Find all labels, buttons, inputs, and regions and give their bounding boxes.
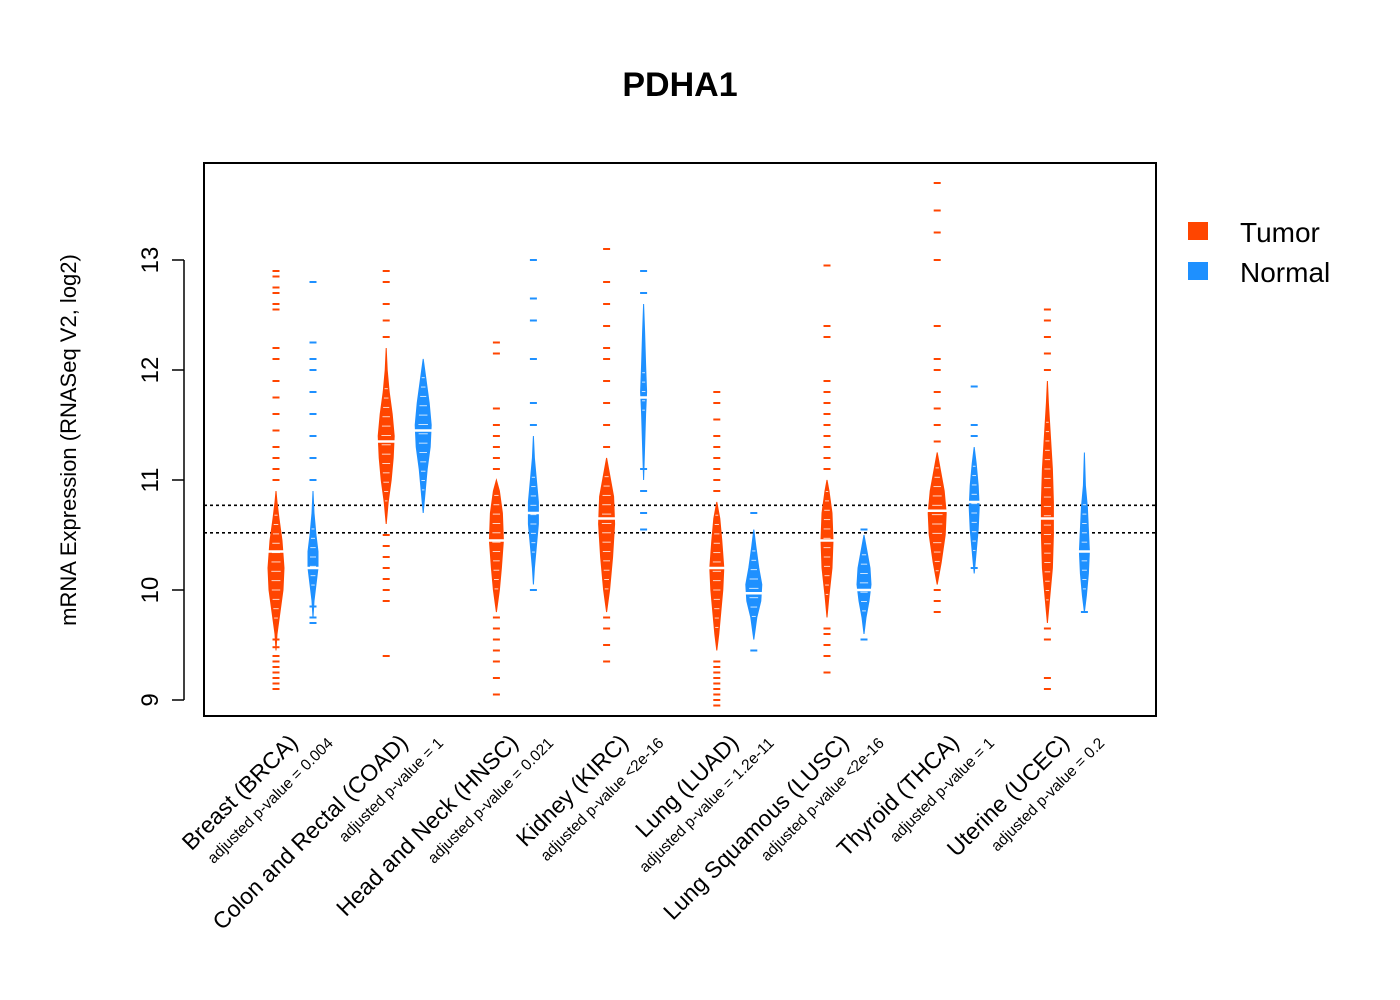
normal-1-bean xyxy=(413,358,434,514)
tumor-5-bean-body xyxy=(820,479,834,618)
tumor-2-bean-body xyxy=(488,478,504,613)
tumor-2-bean xyxy=(486,341,507,696)
normal-7-bean-body xyxy=(1078,452,1090,613)
legend-label-normal: Normal xyxy=(1240,257,1330,288)
tumor-5-bean xyxy=(817,264,837,674)
y-tick-label: 13 xyxy=(137,247,164,274)
tumor-1-bean-body xyxy=(377,347,395,525)
tumor-7-bean xyxy=(1037,308,1058,690)
legend-label-tumor: Tumor xyxy=(1240,217,1320,248)
normal-4-bean-body xyxy=(745,529,763,640)
legend-swatch-tumor xyxy=(1188,222,1208,240)
normal-2-bean xyxy=(523,259,544,591)
tumor-3-bean-body xyxy=(598,457,616,613)
y-tick-label: 12 xyxy=(137,357,164,384)
normal-0-bean xyxy=(303,281,323,624)
tumor-3-bean xyxy=(596,248,617,663)
legend: Tumor Normal xyxy=(1188,217,1330,288)
normal-3-bean xyxy=(633,270,654,531)
x-axis-labels: Breast (BRCA)adjusted p-value = 0.004Col… xyxy=(177,729,1109,934)
normal-7-bean xyxy=(1074,452,1095,613)
legend-swatch-normal xyxy=(1188,262,1208,280)
tumor-7-bean-body xyxy=(1040,380,1054,624)
tumor-6-bean-body xyxy=(927,452,947,585)
tumor-0-bean xyxy=(266,270,286,690)
y-axis-label: mRNA Expression (RNASeq V2, log2) xyxy=(56,254,81,626)
y-axis: 9 10 11 12 13 xyxy=(137,247,185,707)
y-tick-label: 11 xyxy=(137,468,164,493)
plot-frame xyxy=(203,162,1157,717)
tumor-4-bean-body xyxy=(709,501,725,651)
normal-0-bean-body xyxy=(307,490,319,618)
tumor-1-bean xyxy=(376,270,397,657)
chart-title: PDHA1 xyxy=(622,66,737,104)
normal-4-bean xyxy=(743,512,764,652)
plot-area xyxy=(204,182,1156,707)
normal-5-bean-body xyxy=(856,534,872,635)
normal-5-bean xyxy=(854,528,874,641)
y-tick-label: 9 xyxy=(137,693,164,706)
normal-6-bean xyxy=(964,385,985,574)
tumor-6-bean xyxy=(927,182,948,613)
normal-3-bean-body xyxy=(640,303,648,481)
plot-inner xyxy=(204,182,1156,707)
normal-1-bean-body xyxy=(414,358,432,514)
normal-6-bean-body xyxy=(968,446,980,574)
y-tick-label: 10 xyxy=(137,577,164,604)
tumor-4-bean xyxy=(706,391,727,707)
tumor-0-bean-body xyxy=(267,490,285,651)
normal-2-bean-body xyxy=(527,435,539,585)
